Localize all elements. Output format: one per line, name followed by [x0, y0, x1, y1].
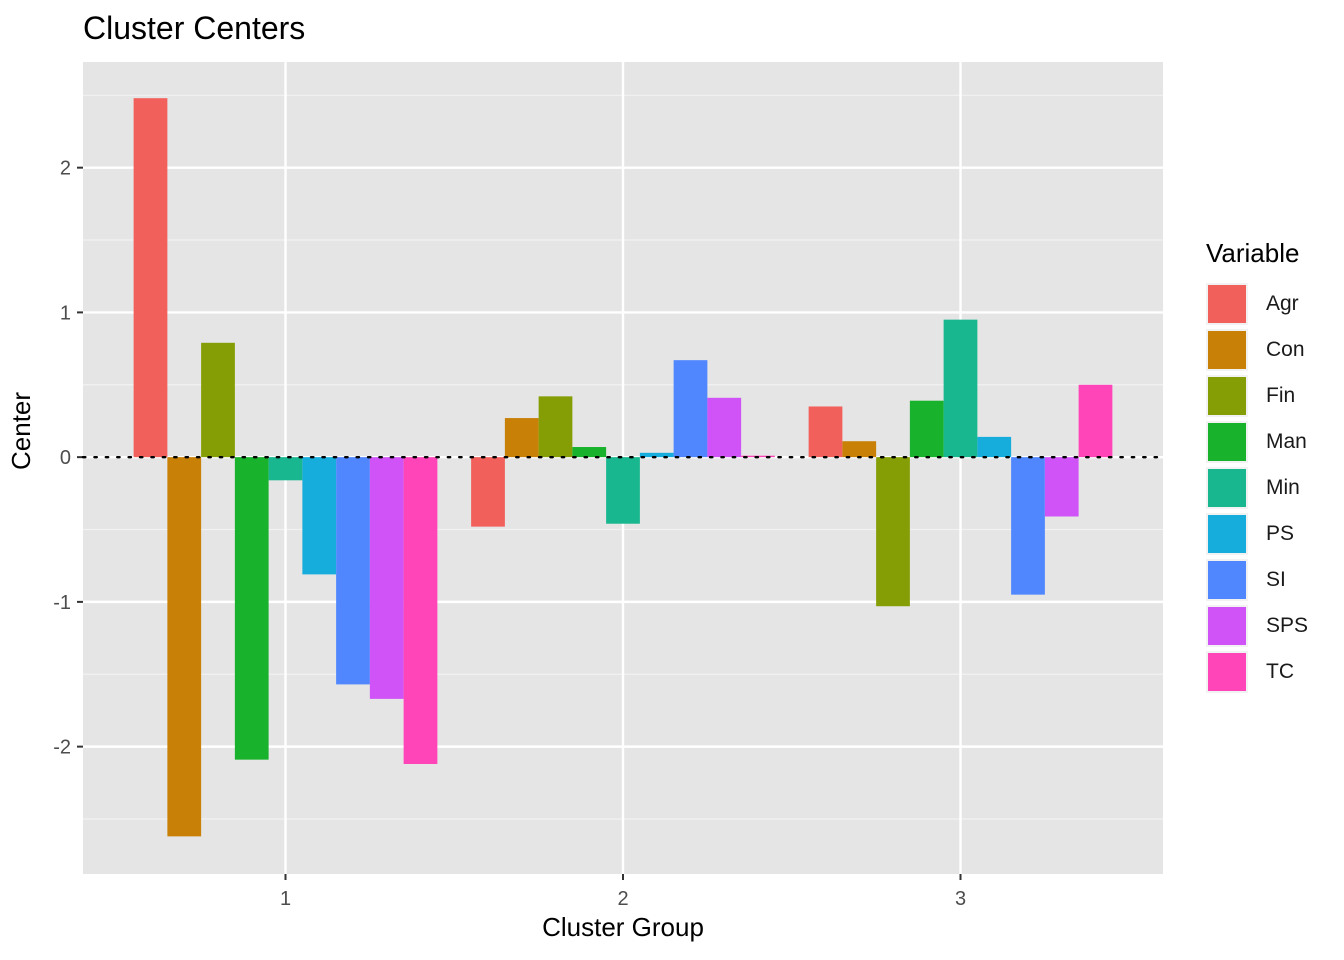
bar-con-cluster-2 — [504, 418, 539, 458]
bar-ps-cluster-1 — [302, 457, 337, 575]
legend-label: SPS — [1266, 614, 1309, 637]
bar-man-cluster-3 — [909, 400, 944, 458]
y-tick-label: 0 — [60, 447, 71, 469]
legend-swatch — [1206, 651, 1248, 693]
legend: Variable Agr Con Fin Man Min PS SI SPS TC — [1206, 238, 1308, 695]
bar-min-cluster-3 — [943, 319, 978, 458]
bar-agr-cluster-1 — [133, 98, 168, 458]
bar-tc-cluster-3 — [1078, 384, 1113, 458]
bar-fin-cluster-1 — [201, 342, 235, 458]
bar-ps-cluster-2 — [639, 452, 674, 458]
chart-title: Cluster Centers — [83, 10, 306, 46]
bar-si-cluster-1 — [336, 457, 370, 685]
legend-label: Agr — [1266, 292, 1299, 315]
bar-agr-cluster-2 — [471, 457, 505, 527]
x-tick-label: 3 — [955, 888, 966, 910]
bar-ps-cluster-3 — [977, 436, 1012, 458]
bar-fin-cluster-2 — [538, 396, 573, 458]
legend-label: Con — [1266, 338, 1305, 361]
legend-label: Man — [1266, 430, 1307, 453]
bar-fin-cluster-3 — [876, 457, 910, 607]
legend-swatch — [1206, 375, 1248, 417]
legend-item-man: Man — [1206, 419, 1308, 465]
legend-item-tc: TC — [1206, 649, 1308, 695]
bar-sps-cluster-3 — [1044, 457, 1079, 517]
x-tick-label: 2 — [617, 888, 628, 910]
y-tick-label: -2 — [53, 737, 71, 759]
legend-label: SI — [1266, 568, 1286, 591]
x-axis-label-text: Cluster Group — [542, 912, 704, 942]
legend-swatch — [1206, 513, 1248, 555]
legend-label: TC — [1266, 660, 1294, 683]
legend-swatch — [1206, 329, 1248, 371]
bar-tc-cluster-1 — [403, 457, 438, 764]
x-axis-label: Cluster Group — [83, 912, 1163, 943]
bar-con-cluster-1 — [167, 457, 202, 837]
legend-item-agr: Agr — [1206, 281, 1308, 327]
legend-item-con: Con — [1206, 327, 1308, 373]
bar-si-cluster-3 — [1011, 457, 1045, 595]
legend-item-ps: PS — [1206, 511, 1308, 557]
legend-items: Agr Con Fin Man Min PS SI SPS TC — [1206, 281, 1308, 695]
y-tick-label: 1 — [60, 302, 71, 324]
legend-item-fin: Fin — [1206, 373, 1308, 419]
y-tick-label: -1 — [53, 592, 71, 614]
legend-label: Min — [1266, 476, 1300, 499]
x-tick-label: 1 — [280, 888, 291, 910]
legend-item-si: SI — [1206, 557, 1308, 603]
bar-agr-cluster-3 — [808, 406, 843, 458]
bar-sps-cluster-1 — [369, 457, 404, 699]
bar-min-cluster-1 — [268, 457, 303, 481]
y-tick-label: 2 — [60, 158, 71, 180]
legend-swatch — [1206, 467, 1248, 509]
legend-label: Fin — [1266, 384, 1296, 407]
legend-title: Variable — [1206, 238, 1300, 268]
legend-item-min: Min — [1206, 465, 1308, 511]
legend-swatch — [1206, 421, 1248, 463]
legend-label: PS — [1266, 522, 1295, 545]
bar-man-cluster-2 — [572, 447, 607, 458]
legend-item-sps: SPS — [1206, 603, 1308, 649]
bar-con-cluster-3 — [842, 441, 877, 458]
bar-min-cluster-2 — [606, 457, 640, 524]
bar-sps-cluster-2 — [707, 397, 742, 458]
bar-man-cluster-1 — [234, 457, 269, 760]
legend-swatch — [1206, 559, 1248, 601]
legend-swatch — [1206, 283, 1248, 325]
bar-si-cluster-2 — [673, 360, 708, 458]
legend-swatch — [1206, 605, 1248, 647]
